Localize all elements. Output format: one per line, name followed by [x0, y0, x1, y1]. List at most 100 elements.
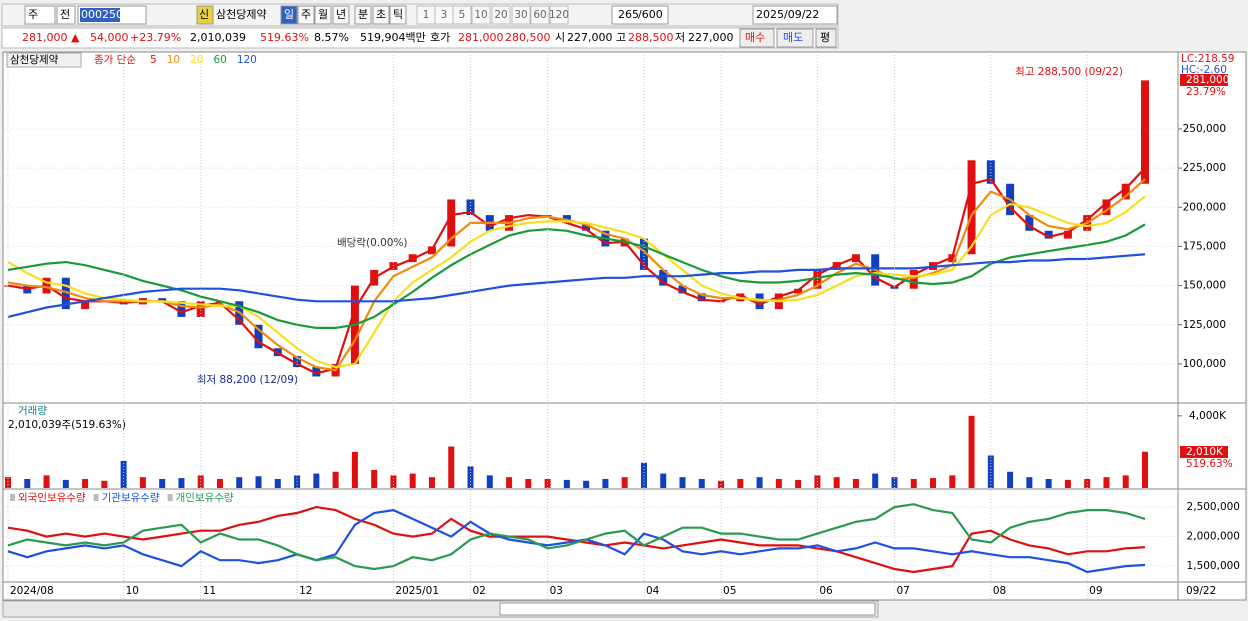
volume-bar	[120, 460, 127, 488]
change-pct: +23.79%	[130, 31, 181, 44]
candle	[1044, 230, 1053, 239]
volume-bar	[872, 473, 879, 488]
legend-item: 20	[190, 54, 203, 66]
interval-button[interactable]	[530, 5, 550, 25]
turnover: 8.57%	[314, 31, 349, 44]
volume-bar	[506, 477, 513, 488]
y-tick-label: 175,000	[1183, 240, 1226, 252]
y-tick-label: 100,000	[1183, 358, 1226, 370]
volume-bar	[525, 478, 532, 488]
volume-bar	[332, 471, 339, 488]
hc-label: HC:-2.60	[1181, 64, 1227, 76]
volume-bar	[24, 478, 31, 488]
interval: 10	[474, 9, 487, 21]
interval-button[interactable]	[511, 5, 531, 25]
x-tick-label: 09	[1089, 585, 1102, 597]
period-button[interactable]	[332, 5, 350, 25]
amount: 519,904백만	[360, 31, 426, 44]
count-box[interactable]	[611, 5, 669, 25]
interval-button[interactable]	[471, 5, 491, 25]
ma-line	[7, 223, 1146, 329]
candle	[1025, 215, 1034, 231]
volume-bar	[756, 477, 763, 488]
volume-bar	[1122, 475, 1129, 488]
period-button[interactable]	[354, 5, 372, 25]
volume-bar	[409, 473, 416, 488]
candle	[447, 199, 456, 247]
y-tick-label: 200,000	[1183, 201, 1226, 213]
period: 틱	[393, 8, 403, 21]
candle	[697, 293, 706, 302]
volume-bar	[544, 478, 551, 488]
last-price-box	[1180, 74, 1228, 86]
x-tick-label: 11	[203, 585, 216, 597]
legend-swatch	[10, 494, 15, 501]
period-button[interactable]	[389, 5, 407, 25]
period: 일	[284, 7, 294, 21]
quote-bar	[1, 27, 839, 49]
ask: 281,000	[458, 31, 504, 44]
volume-bar	[313, 473, 320, 488]
volume-bar	[833, 477, 840, 488]
y-tick-label: 250,000	[1183, 123, 1226, 135]
volume-bar	[795, 479, 802, 488]
holding-line	[7, 508, 1146, 574]
candle	[659, 269, 668, 286]
period-button[interactable]	[372, 5, 390, 25]
y-tick-label: 150,000	[1183, 280, 1226, 292]
volume-bar	[621, 477, 628, 488]
period: 월	[318, 8, 328, 21]
volume-bar	[1084, 478, 1091, 488]
interval-button[interactable]	[452, 5, 472, 25]
open: 227,000	[567, 31, 613, 44]
volume-legend: 2,010,039주(519.63%)	[8, 419, 126, 431]
last-volume: 2,010K	[1186, 446, 1224, 458]
interval: 5	[459, 9, 466, 21]
prev-button[interactable]	[56, 5, 76, 25]
title-box	[6, 52, 82, 68]
period-button[interactable]	[280, 5, 298, 25]
x-tick-label: 10	[126, 585, 139, 597]
volume-bar	[101, 480, 108, 488]
high-annotation: 최고 288,500 (09/22)	[1015, 66, 1123, 78]
legend-item: 개인보유수량	[176, 492, 234, 504]
period-button[interactable]	[314, 5, 332, 25]
sell-button[interactable]	[776, 28, 814, 48]
candle	[967, 160, 976, 255]
volume-bar	[930, 478, 937, 488]
interval: 20	[494, 9, 507, 21]
last-date: 09/22	[1186, 585, 1216, 597]
volume-bar	[679, 477, 686, 488]
ma-line	[7, 253, 1146, 318]
volume-bar	[660, 473, 667, 488]
eval-button[interactable]	[815, 28, 837, 48]
date-box[interactable]	[752, 5, 838, 25]
candle	[312, 367, 321, 377]
scroll-thumb[interactable]	[499, 602, 876, 616]
market-select[interactable]	[24, 5, 56, 25]
candle	[196, 301, 205, 317]
volume: 2,010,039	[190, 31, 246, 44]
legend-swatch	[167, 494, 173, 501]
interval-button[interactable]	[549, 5, 569, 25]
high-label: 고	[616, 31, 626, 44]
volume-bar	[1026, 477, 1033, 488]
legend-item: 120	[237, 54, 257, 66]
chart-area	[2, 51, 1247, 601]
candle	[81, 301, 90, 310]
last-price: 281,000	[1186, 74, 1229, 86]
period-button[interactable]	[297, 5, 315, 25]
buy-button[interactable]	[739, 28, 775, 48]
volume-bar	[698, 478, 705, 488]
new-tag-box	[196, 5, 214, 25]
volume-bar	[178, 478, 185, 488]
ask-label: 호가	[430, 31, 450, 44]
interval-button[interactable]	[491, 5, 511, 25]
count-max: /600	[638, 8, 663, 21]
chart-title: 삼천당제약	[10, 54, 59, 66]
candle	[254, 324, 263, 349]
volume-bar	[467, 466, 474, 488]
volume-bar	[1064, 479, 1071, 488]
volume-bar	[371, 469, 378, 488]
buy: 매수	[745, 31, 765, 44]
